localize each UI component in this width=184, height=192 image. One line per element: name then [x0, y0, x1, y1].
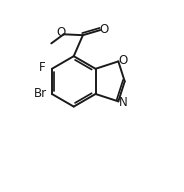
- Text: N: N: [119, 96, 128, 109]
- Text: O: O: [119, 54, 128, 67]
- Text: O: O: [56, 26, 66, 39]
- Text: Br: Br: [33, 87, 47, 100]
- Text: F: F: [39, 61, 46, 74]
- Text: O: O: [100, 23, 109, 36]
